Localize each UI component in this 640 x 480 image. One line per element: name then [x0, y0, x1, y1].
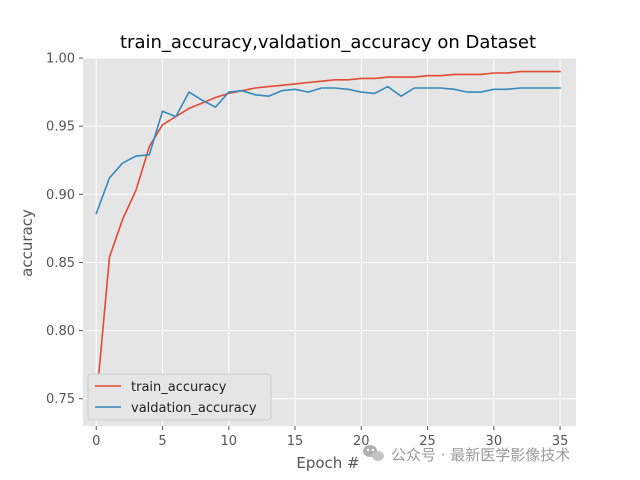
x-tick-label: 10 [221, 434, 238, 449]
legend: train_accuracy valdation_accuracy [87, 373, 272, 421]
y-tick-label: 0.80 [46, 324, 75, 339]
watermark-text: 公众号 · 最新医学影像技术 [391, 446, 570, 464]
series-line-train-accuracy [95, 70, 561, 403]
legend-box [87, 373, 272, 421]
watermark: 公众号 · 最新医学影像技术 [363, 445, 570, 464]
y-axis-ticks: 0.75 0.80 0.85 0.90 0.95 1.00 [46, 52, 83, 407]
y-tick-label: 1.00 [46, 52, 75, 67]
y-tick-label: 0.85 [46, 256, 75, 271]
y-tick-label: 0.90 [46, 188, 75, 203]
y-tick-label: 0.95 [46, 120, 75, 135]
x-tick-label: 25 [419, 434, 436, 449]
x-tick-label: 20 [353, 434, 370, 449]
series-line-valdation-accuracy [95, 85, 561, 215]
grid-lines [83, 57, 576, 426]
legend-label-valdation-accuracy: valdation_accuracy [131, 401, 257, 416]
x-tick-label: 5 [158, 434, 166, 449]
x-axis-label: Epoch # [296, 454, 359, 472]
y-axis-label: accuracy [18, 209, 36, 277]
plot-area [83, 58, 576, 426]
legend-label-train-accuracy: train_accuracy [131, 380, 227, 395]
y-tick-label: 0.75 [46, 392, 75, 407]
x-tick-label: 35 [552, 434, 569, 449]
x-axis-ticks: 0 5 10 15 20 25 30 35 [92, 426, 568, 449]
x-tick-label: 15 [287, 434, 304, 449]
x-tick-label: 30 [486, 434, 503, 449]
wechat-icon [363, 445, 384, 461]
series-lines [95, 70, 561, 403]
chart-title: train_accuracy,valdation_accuracy on Dat… [120, 32, 536, 53]
x-tick-label: 0 [92, 434, 100, 449]
